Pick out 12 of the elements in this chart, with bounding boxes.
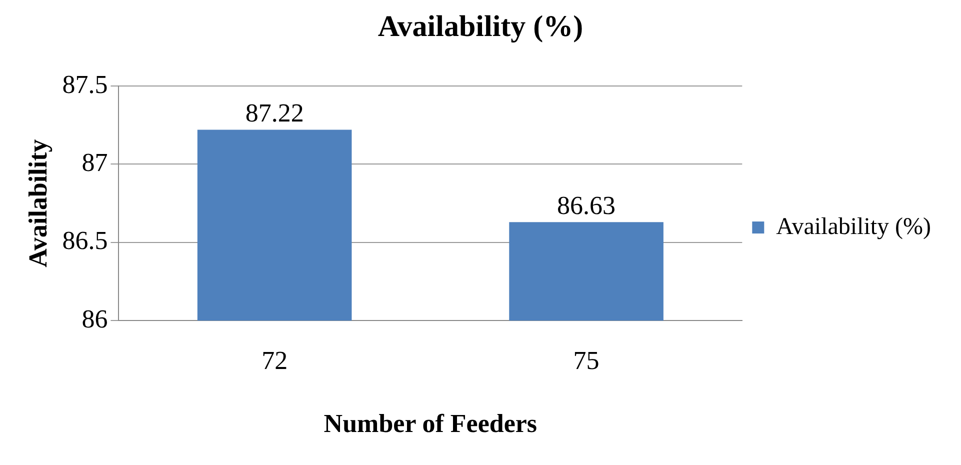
x-tick-label: 72 bbox=[262, 346, 288, 376]
y-tick-label: 87.5 bbox=[62, 70, 108, 99]
data-label: 87.22 bbox=[245, 98, 304, 128]
y-tick-label: 86 bbox=[82, 304, 108, 334]
y-axis-title: Availability bbox=[23, 139, 52, 268]
chart-title: Availability (%) bbox=[378, 10, 584, 43]
y-tick-label: 87 bbox=[82, 148, 108, 178]
y-tick-label: 86.5 bbox=[62, 226, 108, 256]
x-axis-title: Number of Feeders bbox=[324, 409, 538, 438]
x-tick-label: 75 bbox=[573, 346, 600, 376]
legend-label: Availability (%) bbox=[776, 214, 932, 240]
data-label: 86.63 bbox=[557, 190, 616, 220]
